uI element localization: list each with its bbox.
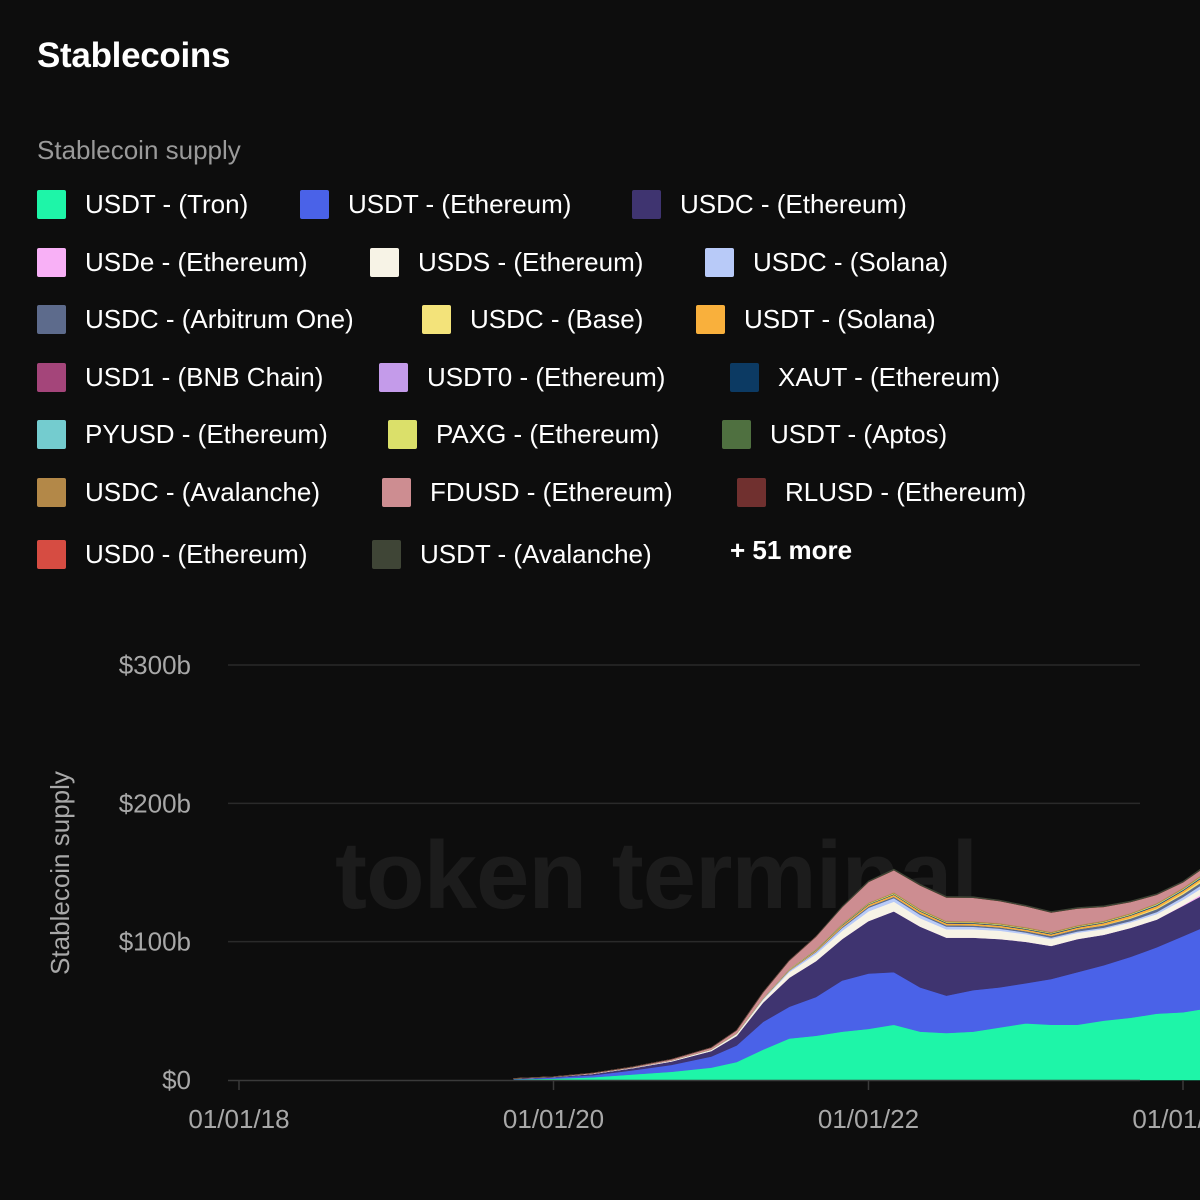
x-tick-label: 01/01/18: [188, 1104, 289, 1134]
legend-item[interactable]: RLUSD - (Ethereum): [737, 472, 1026, 512]
legend-item[interactable]: USDT - (Ethereum): [300, 184, 571, 224]
legend-item[interactable]: USDT - (Avalanche): [372, 534, 652, 574]
legend-swatch: [705, 247, 734, 277]
legend-item[interactable]: USDT - (Aptos): [722, 414, 947, 454]
legend-swatch: [37, 477, 66, 507]
legend-item[interactable]: PAXG - (Ethereum): [388, 414, 659, 454]
legend-swatch: [379, 362, 408, 392]
legend-label: USD1 - (BNB Chain): [85, 361, 324, 392]
page-title: Stablecoins: [37, 36, 231, 75]
legend-item[interactable]: USDC - (Avalanche): [37, 472, 320, 512]
legend-swatch: [37, 539, 66, 569]
legend-label: USDT - (Aptos): [770, 418, 948, 449]
legend-item[interactable]: USDC - (Solana): [705, 242, 948, 282]
chart-subtitle: Stablecoin supply: [37, 135, 241, 165]
legend-item[interactable]: XAUT - (Ethereum): [730, 357, 1000, 397]
legend-label: USDe - (Ethereum): [85, 246, 308, 277]
legend-swatch: [730, 362, 759, 392]
legend-label: FDUSD - (Ethereum): [430, 476, 673, 507]
y-tick-label: $300b: [119, 650, 191, 680]
legend-item[interactable]: USDT - (Solana): [696, 299, 936, 339]
y-axis-label: Stablecoin supply: [45, 771, 75, 975]
y-tick-label: $200b: [119, 788, 191, 818]
legend-label: USDC - (Avalanche): [85, 476, 321, 507]
legend-item[interactable]: USDT - (Tron): [37, 184, 248, 224]
legend-swatch: [37, 419, 66, 449]
x-tick-label: 01/01/22: [818, 1104, 919, 1134]
legend-label: XAUT - (Ethereum): [778, 361, 1001, 392]
legend-item[interactable]: USDS - (Ethereum): [370, 242, 643, 282]
legend-swatch: [37, 362, 66, 392]
legend-label: USDT - (Ethereum): [348, 188, 572, 219]
legend-item[interactable]: USD1 - (BNB Chain): [37, 357, 323, 397]
legend-item[interactable]: USDe - (Ethereum): [37, 242, 308, 282]
legend-item[interactable]: USDT0 - (Ethereum): [379, 357, 665, 397]
legend-label: PAXG - (Ethereum): [436, 418, 660, 449]
y-tick-label: $0: [162, 1065, 191, 1095]
legend-label: USDT - (Solana): [744, 303, 936, 334]
legend-label: USDT0 - (Ethereum): [427, 361, 666, 392]
legend-swatch: [37, 189, 66, 219]
legend-item[interactable]: USDC - (Base): [422, 299, 643, 339]
legend-item[interactable]: USDC - (Arbitrum One): [37, 299, 354, 339]
x-tick-label: 01/01/24: [1132, 1104, 1200, 1134]
legend-swatch: [37, 304, 66, 334]
legend-label: USD0 - (Ethereum): [85, 538, 308, 569]
legend-item[interactable]: FDUSD - (Ethereum): [382, 472, 673, 512]
legend-item[interactable]: PYUSD - (Ethereum): [37, 414, 328, 454]
legend-swatch: [722, 419, 751, 449]
legend-label: USDC - (Base): [470, 303, 644, 334]
legend-swatch: [696, 304, 725, 334]
legend-swatch: [632, 189, 661, 219]
legend-label: USDT - (Tron): [85, 188, 249, 219]
legend-swatch: [300, 189, 329, 219]
series-area[interactable]: [513, 729, 1200, 1079]
x-tick-label: 01/01/20: [503, 1104, 604, 1134]
legend-item[interactable]: USDC - (Ethereum): [632, 184, 907, 224]
legend-swatch: [388, 419, 417, 449]
legend-swatch: [372, 539, 401, 569]
legend-label: USDC - (Solana): [753, 246, 949, 277]
legend-more-button[interactable]: + 51 more: [730, 535, 853, 565]
legend-swatch: [37, 247, 66, 277]
legend-label: USDC - (Ethereum): [680, 188, 907, 219]
legend-swatch: [422, 304, 451, 334]
legend-label: USDT - (Avalanche): [420, 538, 652, 569]
legend-swatch: [737, 477, 766, 507]
y-tick-label: $100b: [119, 927, 191, 957]
legend-label: USDC - (Arbitrum One): [85, 303, 354, 334]
legend-label: USDS - (Ethereum): [418, 246, 644, 277]
legend-label: PYUSD - (Ethereum): [85, 418, 328, 449]
legend-label: RLUSD - (Ethereum): [785, 476, 1027, 507]
legend-swatch: [382, 477, 411, 507]
legend-item[interactable]: USD0 - (Ethereum): [37, 534, 308, 574]
legend-swatch: [370, 247, 399, 277]
